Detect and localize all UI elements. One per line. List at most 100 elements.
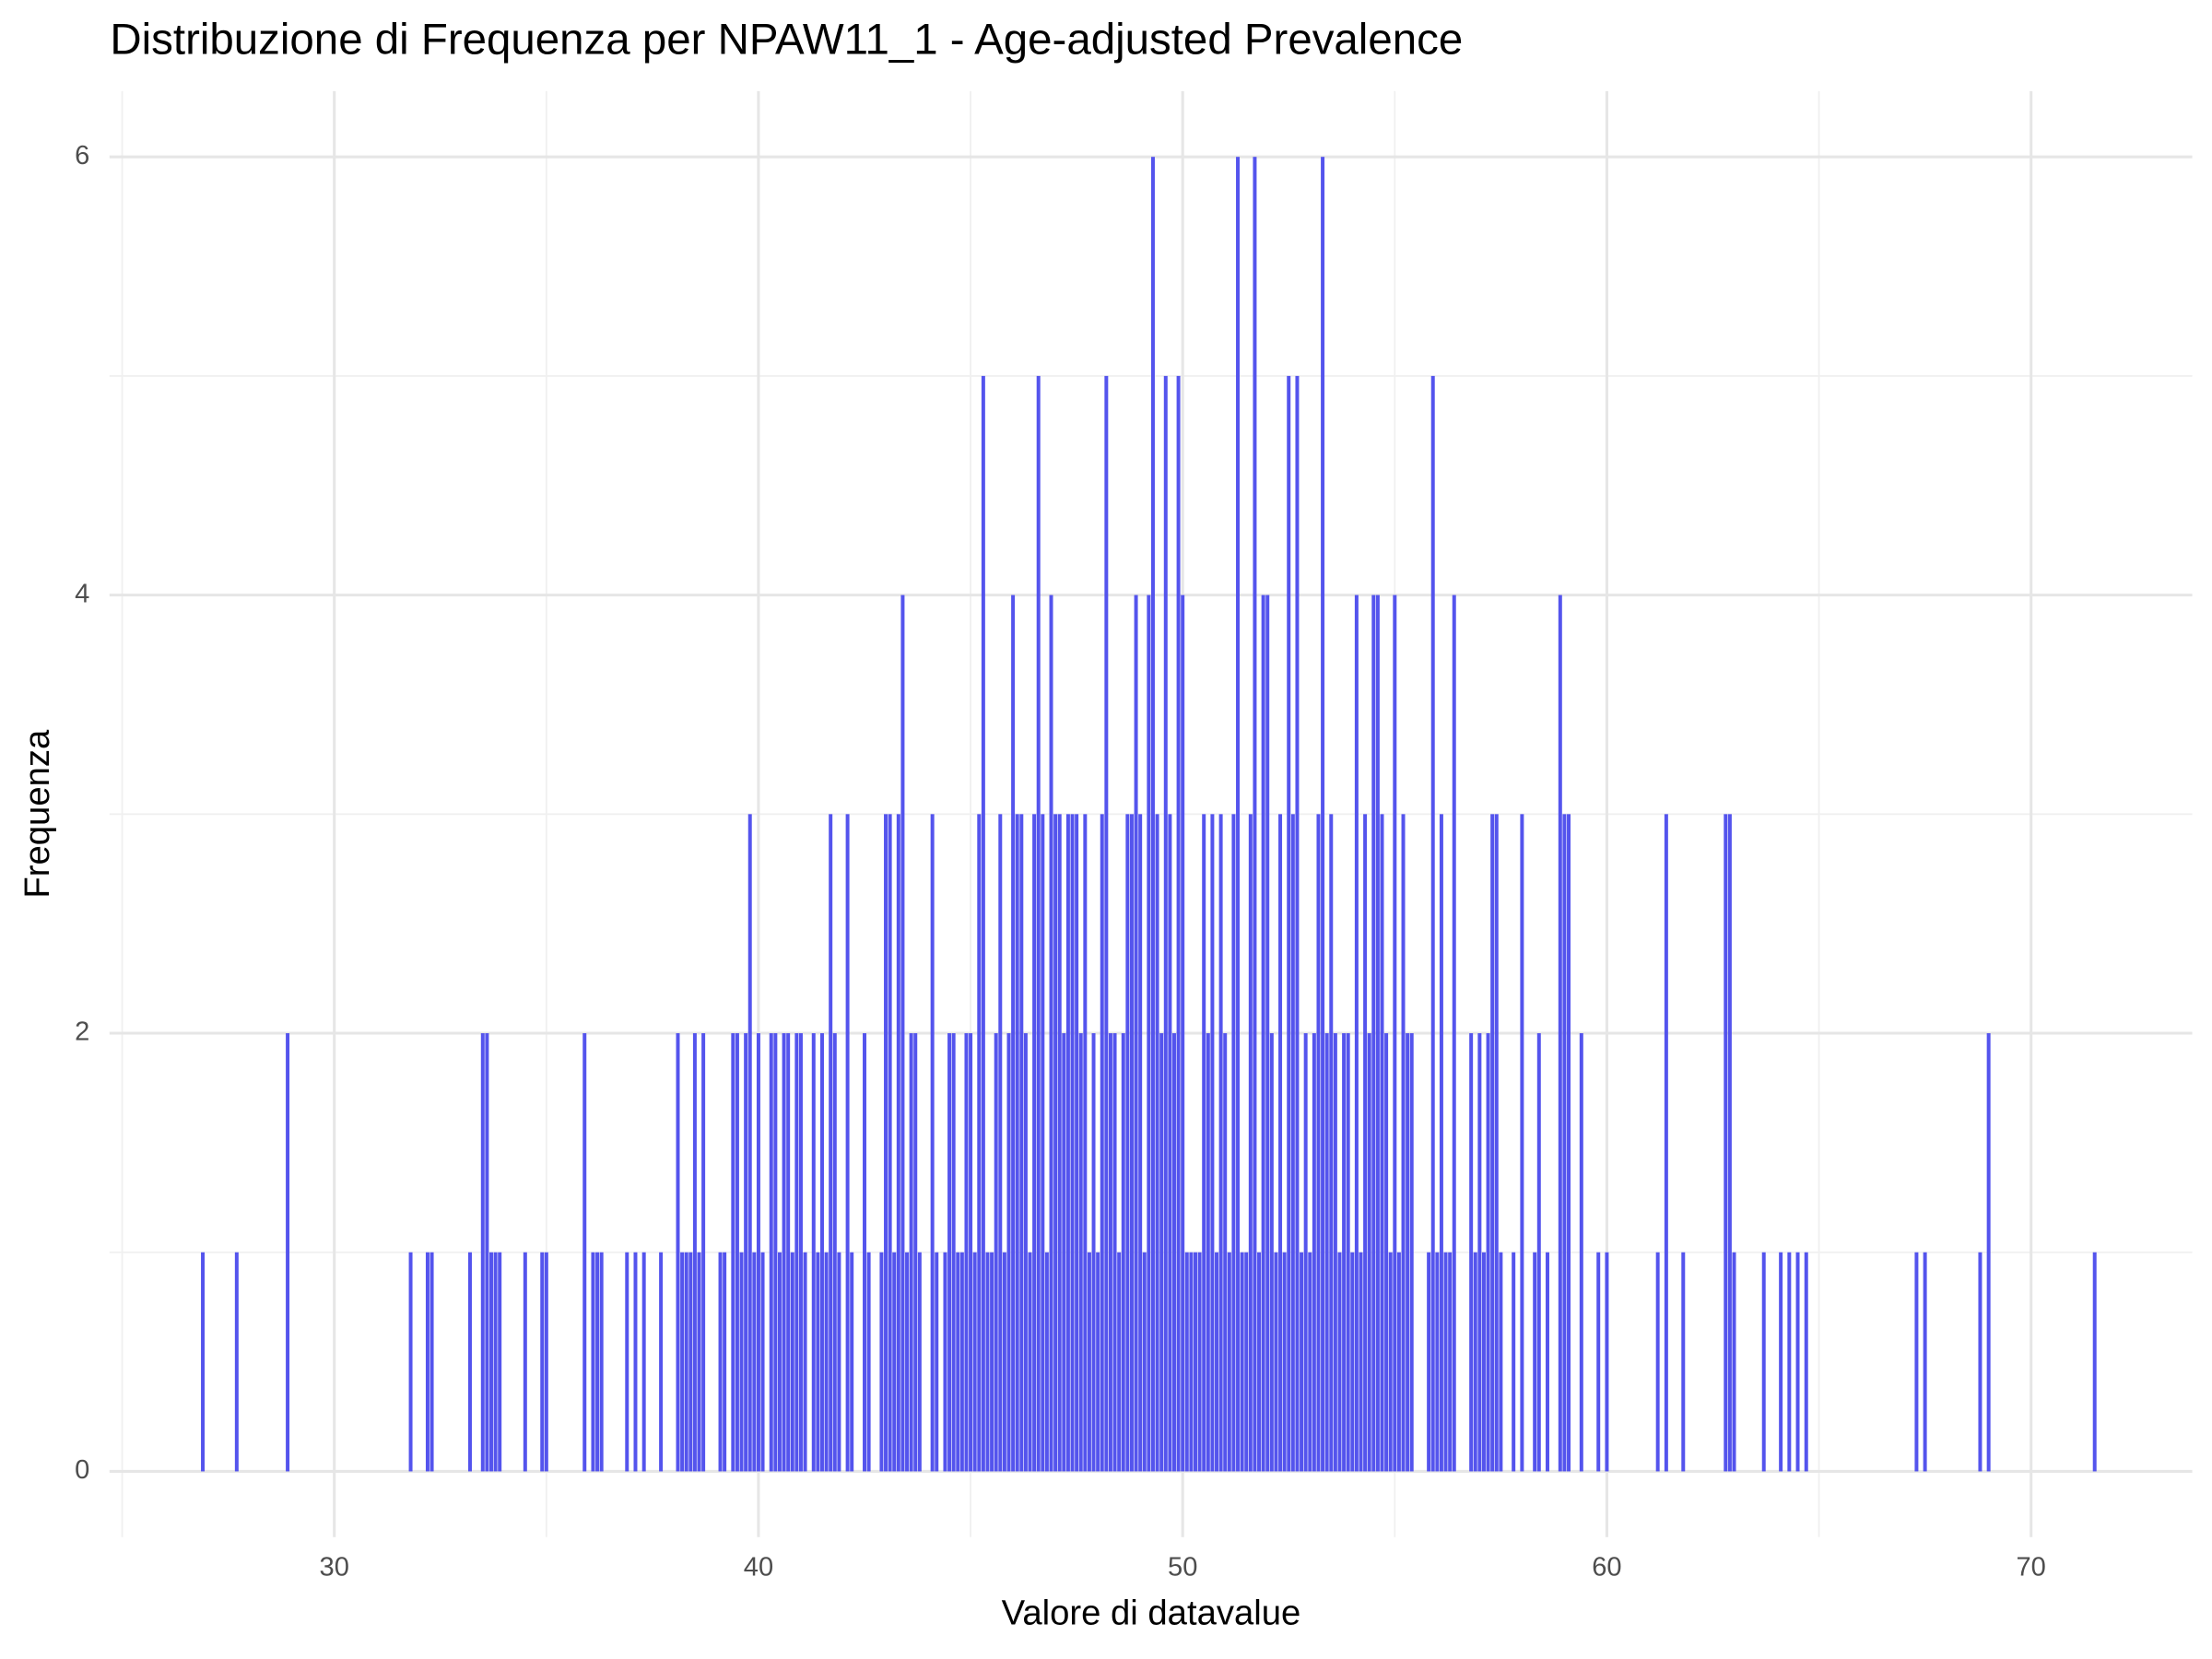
bar — [1732, 1252, 1736, 1472]
bar — [1265, 594, 1270, 1472]
bar — [1481, 1252, 1486, 1472]
bar — [485, 1033, 489, 1472]
bar — [930, 814, 935, 1472]
bar — [1108, 1033, 1112, 1472]
bar — [1171, 1033, 1176, 1472]
bar — [959, 1252, 964, 1472]
bar — [1159, 1033, 1164, 1472]
bar — [892, 1252, 897, 1472]
x-axis-label: Valore di datavalue — [1002, 1594, 1301, 1633]
bar — [467, 1252, 472, 1472]
bar — [1091, 1033, 1096, 1472]
bar — [756, 1033, 760, 1472]
bar — [735, 1033, 739, 1472]
bar — [935, 1252, 939, 1472]
bar — [425, 1252, 429, 1472]
bar — [1727, 814, 1732, 1472]
bar — [599, 1252, 604, 1472]
bar — [951, 1033, 956, 1472]
bar — [1562, 814, 1567, 1472]
bar — [1430, 375, 1435, 1472]
bar — [1300, 1252, 1304, 1472]
y-tick-label: 4 — [75, 579, 89, 608]
bar — [1321, 157, 1325, 1472]
bar — [1579, 1033, 1583, 1472]
x-tick-label: 50 — [1168, 1553, 1197, 1583]
bar — [739, 1252, 744, 1472]
bar — [782, 1033, 786, 1472]
bar — [1290, 814, 1295, 1472]
y-tick-label: 6 — [75, 141, 89, 171]
bar — [1197, 1252, 1202, 1472]
bar — [1406, 1033, 1410, 1472]
bar — [811, 1033, 816, 1472]
bar — [723, 1252, 727, 1472]
bar — [1218, 814, 1223, 1472]
bar — [540, 1252, 545, 1472]
bar — [1804, 1252, 1808, 1472]
bar — [595, 1252, 600, 1472]
bar — [493, 1252, 498, 1472]
bar — [1469, 1033, 1474, 1472]
bar — [803, 1252, 807, 1472]
bar — [1486, 1033, 1490, 1472]
bar — [625, 1252, 629, 1472]
bar — [1006, 1033, 1011, 1472]
bar — [1435, 1252, 1440, 1472]
bar — [1184, 1252, 1189, 1472]
bar — [697, 1252, 701, 1472]
bar — [747, 814, 752, 1472]
bar — [1210, 814, 1215, 1472]
bar — [905, 1252, 910, 1472]
bar — [1163, 375, 1168, 1472]
bar — [1724, 814, 1728, 1472]
bar — [701, 1033, 706, 1472]
bar — [641, 1252, 646, 1472]
bar — [1923, 1252, 1927, 1472]
bar — [1308, 1252, 1312, 1472]
y-tick-label: 0 — [75, 1455, 89, 1485]
bar — [1049, 594, 1053, 1472]
bar — [1227, 1252, 1231, 1472]
bar — [998, 814, 1003, 1472]
bar — [1371, 594, 1376, 1472]
bar — [1147, 594, 1151, 1472]
bar — [964, 1033, 969, 1472]
bar — [1062, 1033, 1066, 1472]
bar — [1078, 1033, 1083, 1472]
bar — [1333, 1033, 1337, 1472]
bar — [1155, 814, 1159, 1472]
bar — [1253, 157, 1257, 1472]
bar — [1028, 1252, 1032, 1472]
bar — [1316, 814, 1321, 1472]
bar — [1396, 1252, 1401, 1472]
bar — [1044, 1252, 1049, 1472]
bar — [676, 1033, 680, 1472]
bar — [1477, 1033, 1482, 1472]
bar — [1223, 1033, 1228, 1472]
bar — [773, 1033, 778, 1472]
bar — [824, 1252, 829, 1472]
bar — [1401, 814, 1406, 1472]
bar — [1015, 814, 1019, 1472]
bar — [909, 1033, 913, 1472]
bar — [752, 1252, 757, 1472]
bar — [1452, 594, 1456, 1472]
bar — [994, 1033, 998, 1472]
x-tick-label: 40 — [744, 1553, 773, 1583]
bar — [1439, 814, 1443, 1472]
bar — [1287, 375, 1291, 1472]
bar — [489, 1252, 493, 1472]
bar — [1282, 1252, 1287, 1472]
bar — [498, 1252, 502, 1472]
bar — [1473, 1252, 1477, 1472]
bar — [1914, 1252, 1919, 1472]
bar — [790, 1252, 794, 1472]
bar — [684, 1252, 688, 1472]
bar — [408, 1252, 413, 1472]
bar — [1125, 814, 1130, 1472]
bar — [1011, 594, 1016, 1472]
bar — [633, 1252, 638, 1472]
bar — [1512, 1252, 1516, 1472]
